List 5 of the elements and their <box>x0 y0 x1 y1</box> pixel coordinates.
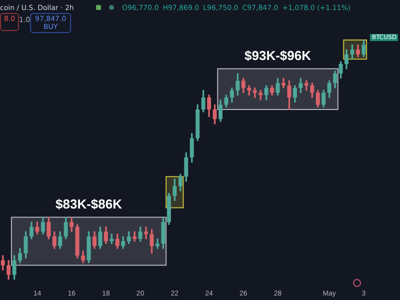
candlestick <box>144 226 148 240</box>
candlestick <box>281 78 286 88</box>
band-label: $83K-$86K <box>56 196 123 212</box>
band-label: $93K-$96K <box>244 48 312 63</box>
candlestick <box>155 238 160 249</box>
